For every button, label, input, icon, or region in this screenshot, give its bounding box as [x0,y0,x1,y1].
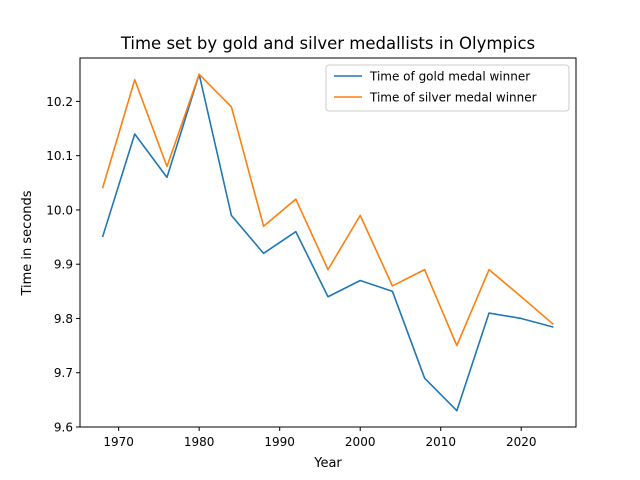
y-tick-label: 9.8 [54,312,73,326]
y-axis-label: Time in seconds [20,190,35,296]
series-layer [101,73,554,412]
axes-frame [79,57,577,428]
chart-title: Time set by gold and silver medallists i… [120,34,535,53]
x-tick-label: 1970 [103,435,134,449]
legend: Time of gold medal winner Time of silver … [325,64,570,112]
y-tick-label: 9.9 [54,258,73,272]
legend-label-2: Time of silver medal winner [369,91,537,105]
x-axis: 1970 1980 1990 2000 2010 2020 [103,427,537,449]
y-tick-label: 10.2 [46,95,73,109]
x-tick-label: 1980 [184,435,215,449]
x-axis-label: Year [313,456,342,471]
y-tick-label: 9.7 [54,366,73,380]
y-axis: 9.6 9.7 9.8 9.9 10.0 10.1 10.2 [46,95,80,435]
series-line-2 [101,73,554,347]
x-tick-label: 2010 [425,435,456,449]
series-line-1 [101,73,554,412]
legend-box [325,64,570,112]
y-tick-label: 10.0 [46,203,73,217]
legend-label-1: Time of gold medal winner [369,70,530,84]
x-tick-label: 1990 [264,435,295,449]
x-tick-label: 2020 [506,435,537,449]
x-tick-label: 2000 [345,435,376,449]
y-tick-label: 9.6 [54,421,73,435]
y-tick-label: 10.1 [46,149,73,163]
